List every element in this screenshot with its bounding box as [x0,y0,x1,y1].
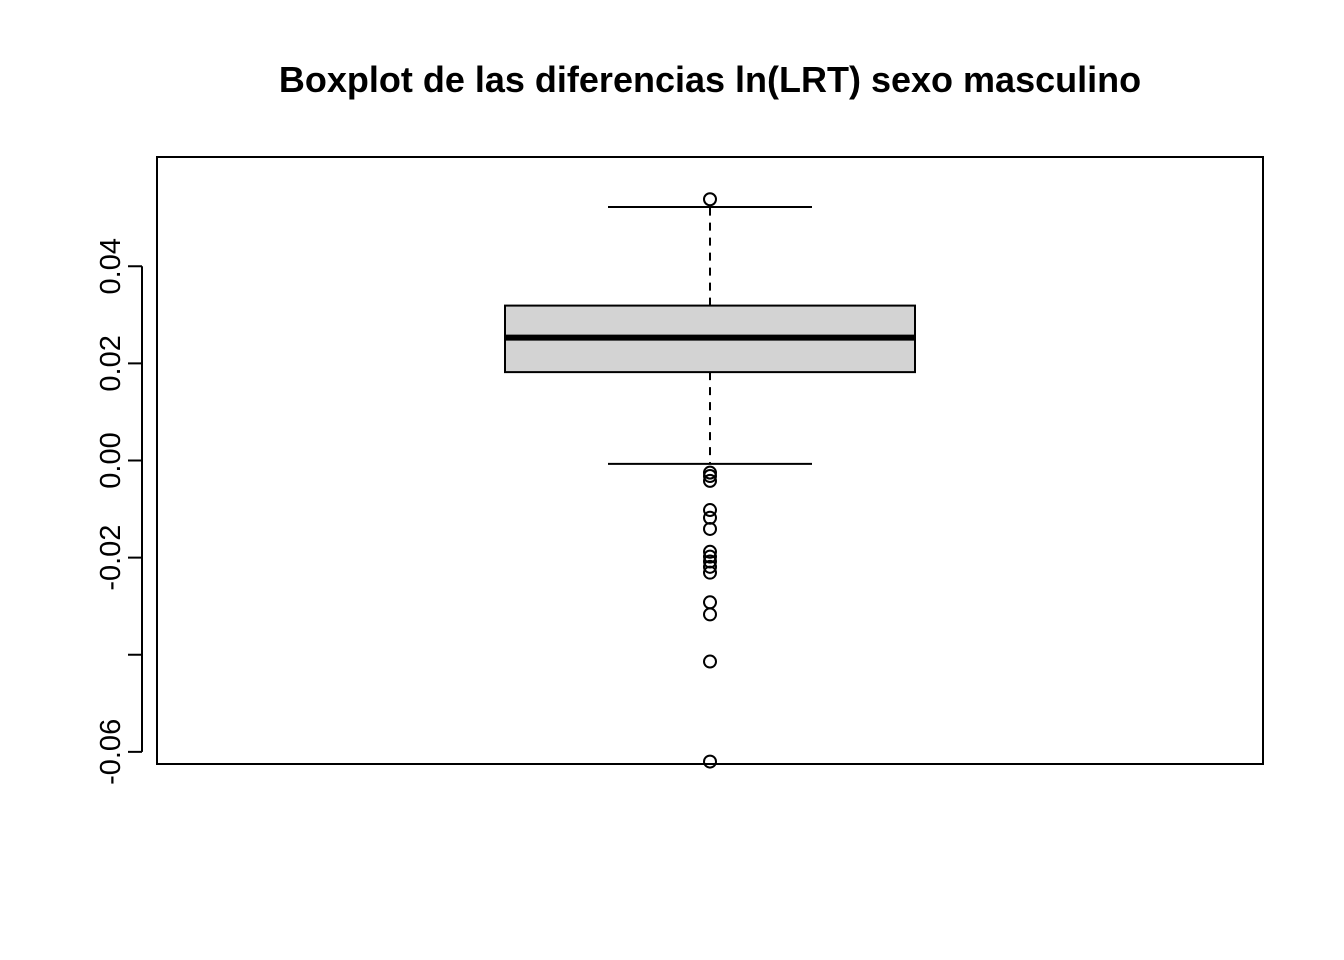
outlier-points [703,192,717,769]
outlier-point [703,469,717,484]
y-tick-label: -0.06 [95,719,127,785]
outlier-point [703,559,717,574]
outlier-point [703,607,717,622]
y-axis: -0.06 -0.02 0.00 0.02 0.04 [95,238,143,785]
outlier-point [703,754,717,769]
outlier-point [703,503,717,518]
outlier-point [703,544,717,559]
outlier-point [703,473,717,488]
y-tick-label: 0.00 [95,432,127,488]
outlier-point [703,192,717,207]
plot-frame [156,156,1264,765]
y-tick-label: 0.02 [95,335,127,391]
outlier-point [703,521,717,536]
box-plot [504,206,916,465]
y-tick-label: -0.02 [95,525,127,591]
y-tick-label: 0.04 [95,238,127,294]
outlier-point [703,654,717,669]
outlier-point [703,595,717,610]
outlier-point [703,565,717,580]
chart-title: Boxplot de las diferencias ln(LRT) sexo … [279,59,1141,100]
outlier-point [703,549,717,564]
